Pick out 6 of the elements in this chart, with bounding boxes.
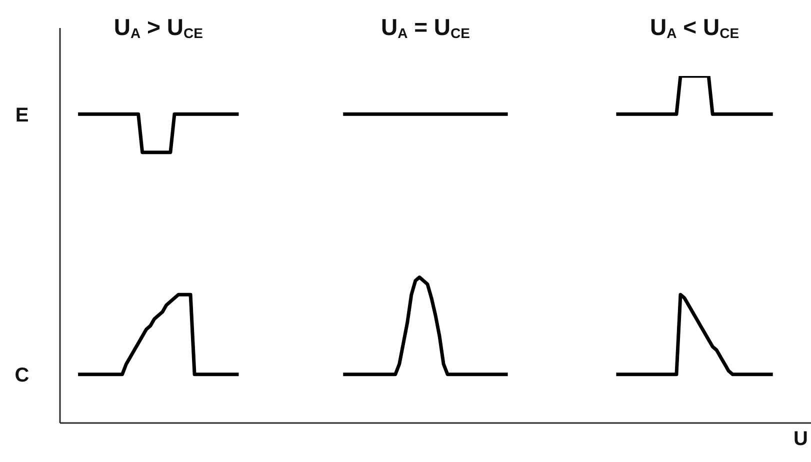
text: C bbox=[14, 364, 30, 387]
text: E bbox=[15, 104, 29, 126]
text: U$_{A}$ > U$_{CE}$ bbox=[114, 14, 203, 41]
x-axis-title: U bbox=[794, 428, 808, 450]
text: U$_{A}$ < U$_{CE}$ bbox=[650, 14, 740, 41]
text: U$_{A}$ = U$_{CE}$ bbox=[380, 14, 470, 41]
